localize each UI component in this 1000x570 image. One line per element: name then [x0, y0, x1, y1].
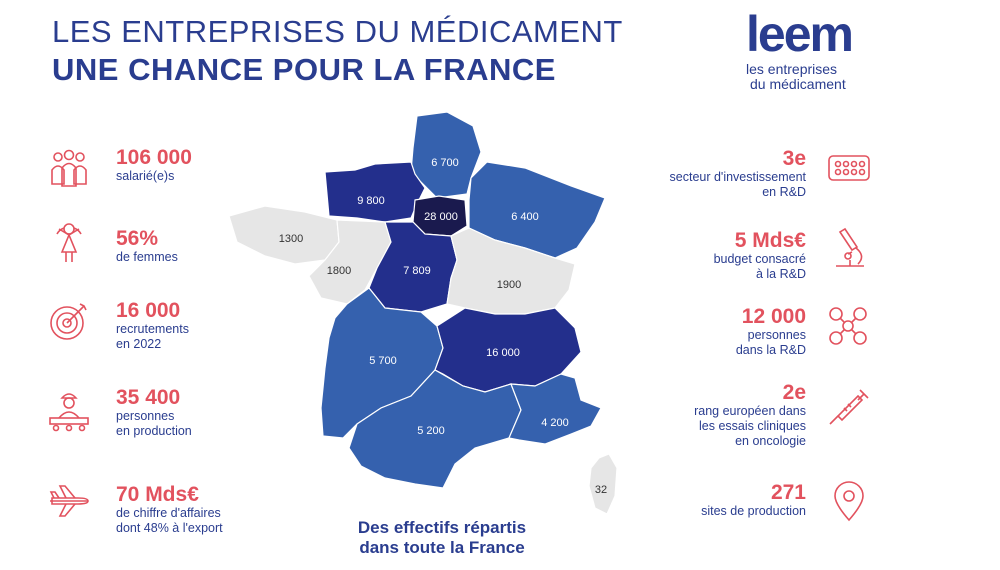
map-label: 28 000 [424, 211, 458, 223]
stat-number: 12 000 [741, 305, 806, 328]
stat-text: personnes [116, 409, 175, 423]
stat-text: à la R&D [755, 267, 806, 281]
stat-text: budget consacré [713, 252, 806, 266]
stat-number: 271 [770, 481, 806, 504]
stat-text: recrutements [116, 322, 189, 336]
title-line-2: UNE CHANCE POUR LA FRANCE [52, 52, 556, 87]
map-label: 6 700 [431, 157, 459, 169]
stat-number: 35 400 [116, 386, 181, 409]
france-regions-map: 6 700 9 800 28 000 6 400 1300 1800 7 809… [228, 111, 618, 515]
stat-number: 56% [116, 227, 159, 250]
stat-text: dans la R&D [735, 343, 806, 357]
region-corse [588, 453, 618, 515]
map-label: 5 200 [417, 425, 445, 437]
stat-text: en 2022 [116, 337, 162, 351]
stat-women: 56% de femmes [116, 228, 376, 265]
microscope-icon [836, 227, 864, 267]
map-label: 16 000 [486, 347, 520, 359]
location-pin-icon [834, 481, 864, 522]
stat-rd-people: 12 000 personnes dans la R&D [546, 306, 806, 358]
leem-logo: leem les entreprises du médicament [746, 6, 886, 92]
stat-number: 106 000 [116, 146, 192, 169]
stat-recruitments: 16 000 recrutements en 2022 [116, 300, 376, 352]
stat-text: sites de production [701, 504, 806, 518]
stat-number: 70 Mds€ [116, 483, 199, 506]
map-label: 9 800 [357, 195, 385, 207]
logo-tagline-1: les entreprises [746, 61, 838, 77]
stat-number: 2e [782, 381, 806, 404]
map-label: 32 [595, 484, 607, 496]
stat-revenue: 70 Mds€ de chiffre d'affaires dont 48% à… [116, 484, 376, 536]
caption-line-2: dans toute la France [359, 538, 525, 557]
stat-text: salarié(e)s [116, 169, 175, 183]
logo-wordmark: leem [746, 6, 854, 62]
stat-number: 16 000 [116, 299, 181, 322]
caption-line-1: Des effectifs répartis [357, 518, 527, 537]
network-people-icon [829, 307, 867, 345]
stat-text: en production [116, 424, 192, 438]
syringe-icon [829, 389, 869, 425]
stat-text: de chiffre d'affaires [116, 506, 221, 520]
stat-text: dont 48% à l'export [116, 521, 223, 535]
stat-text: secteur d'investissement [669, 170, 806, 184]
stat-number: 3e [782, 147, 806, 170]
stat-number: 5 Mds€ [734, 229, 806, 252]
people-group-icon [51, 149, 87, 187]
stat-clinical-rank: 2e rang européen dans les essais cliniqu… [546, 382, 806, 449]
stat-text: rang européen dans [694, 404, 806, 418]
stat-production: 35 400 personnes en production [116, 387, 376, 439]
stat-text: de femmes [116, 250, 178, 264]
map-label: 1300 [279, 233, 303, 245]
airplane-icon [49, 485, 89, 517]
woman-icon [56, 223, 82, 262]
stat-text: en oncologie [735, 434, 806, 448]
stat-investment-rank: 3e secteur d'investissement en R&D [546, 148, 806, 200]
production-worker-icon [49, 393, 89, 432]
region-paca [508, 373, 602, 445]
target-icon [50, 303, 87, 340]
pill-blister-icon [828, 155, 870, 181]
region-normandie [324, 161, 426, 223]
stat-text: les essais cliniques [699, 419, 806, 433]
stat-rd-budget: 5 Mds€ budget consacré à la R&D [546, 230, 806, 282]
map-label: 1900 [497, 279, 521, 291]
stat-employees: 106 000 salarié(e)s [116, 147, 376, 184]
stat-production-sites: 271 sites de production [546, 482, 806, 519]
map-label: 1800 [327, 265, 351, 277]
title-line-1: LES ENTREPRISES DU MÉDICAMENT [52, 14, 623, 49]
map-label: 7 809 [403, 265, 431, 277]
stat-text: personnes [747, 328, 806, 342]
logo-tagline-2: du médicament [750, 76, 846, 92]
map-caption: Des effectifs répartis dans toute la Fra… [332, 518, 552, 558]
map-label: 4 200 [541, 417, 569, 429]
map-label: 6 400 [511, 211, 539, 223]
stat-text: en R&D [762, 185, 806, 199]
map-label: 5 700 [369, 355, 397, 367]
